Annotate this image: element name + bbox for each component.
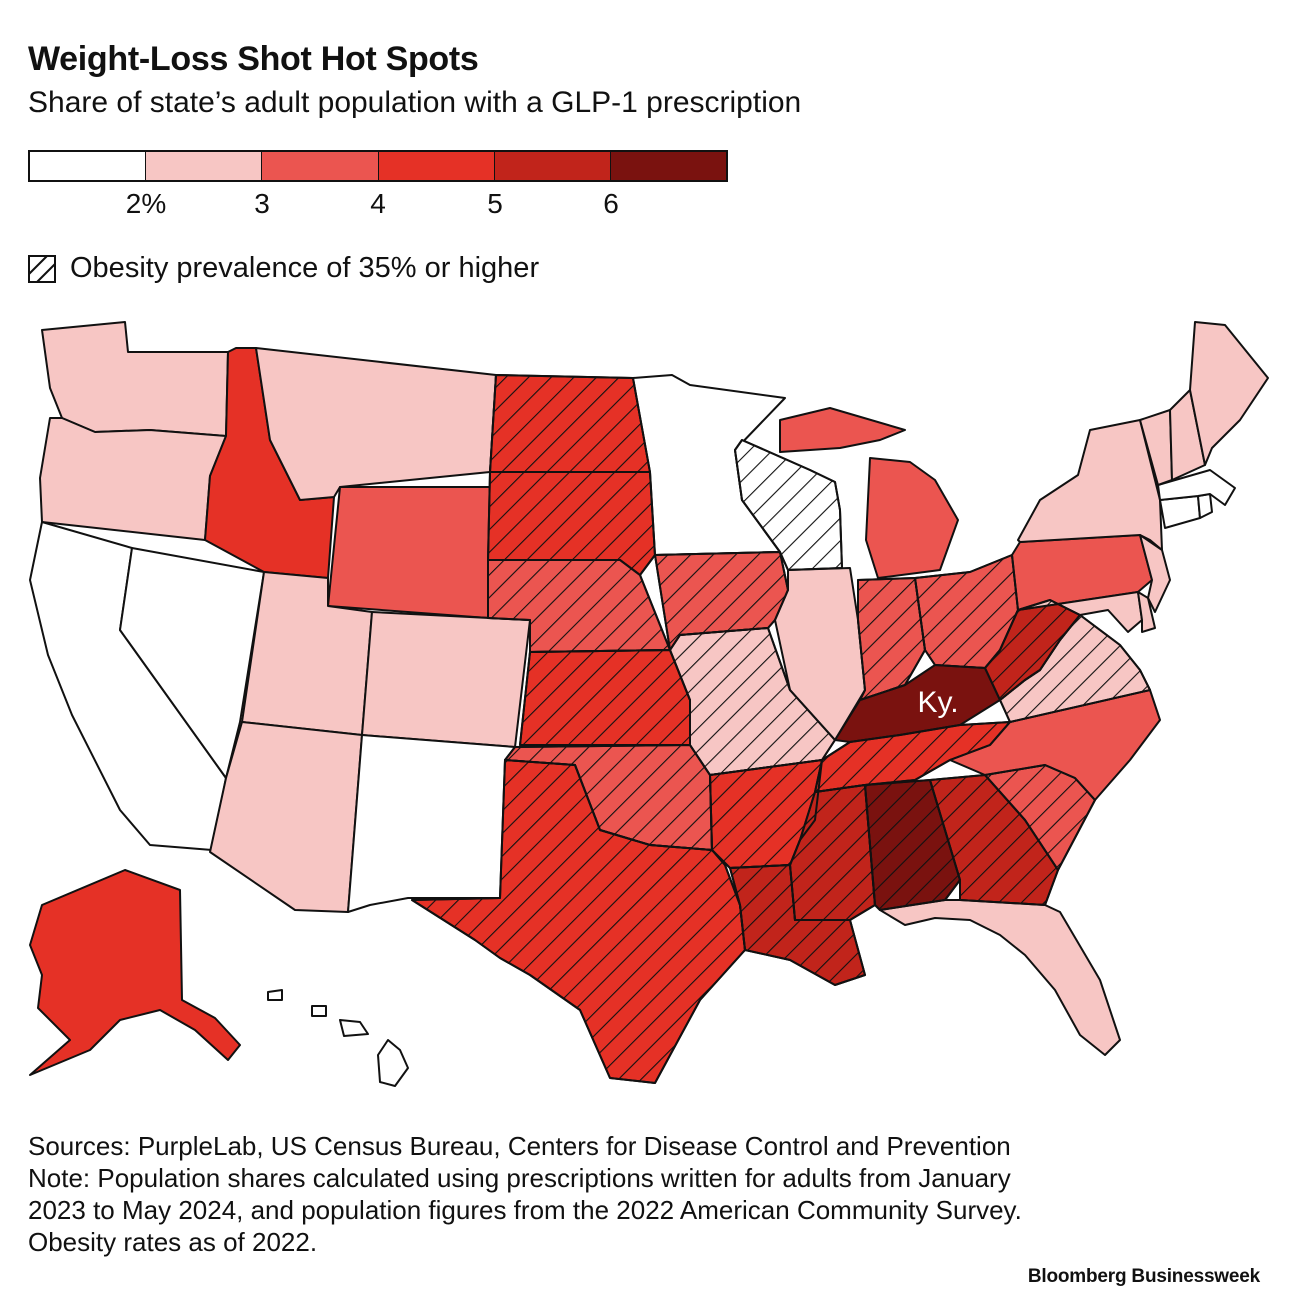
- kentucky-label: Ky.: [917, 686, 958, 719]
- state-oregon: [39, 417, 227, 541]
- hatch-legend: Obesity prevalence of 35% or higher: [28, 252, 539, 285]
- sources-text: Sources: PurpleLab, US Census Bureau, Ce…: [28, 1131, 1011, 1161]
- legend-tick-4: 4: [370, 188, 386, 219]
- footer-notes: Sources: PurpleLab, US Census Bureau, Ce…: [28, 1130, 1028, 1258]
- hatch-swatch-icon: [28, 254, 56, 283]
- state-new-york: [1017, 419, 1163, 551]
- state-connecticut: [1159, 495, 1201, 529]
- legend-tick-2pct: 2%: [125, 188, 167, 219]
- state-delaware: [1137, 591, 1156, 633]
- state-hatch-mississippi: [789, 784, 876, 921]
- state-hatch-texas: [411, 759, 746, 1084]
- state-hawaii: [267, 989, 409, 1087]
- state-hatch-south-carolina: [984, 764, 1096, 871]
- state-rhode-island: [1197, 493, 1213, 519]
- state-florida: [879, 899, 1121, 1056]
- legend-tick-5: 5: [487, 188, 503, 219]
- chart-subtitle: Share of state’s adult population with a…: [28, 86, 802, 119]
- legend-swatch-5: [610, 152, 727, 180]
- legend-tick-6: 6: [603, 188, 619, 219]
- note-text: Note: Population shares calculated using…: [28, 1163, 1022, 1257]
- state-maine: [1189, 321, 1269, 466]
- legend-swatch-4: [494, 152, 611, 180]
- legend-swatch-3: [378, 152, 495, 180]
- state-hatch-wisconsin: [734, 439, 843, 571]
- state-alaska: [29, 869, 241, 1076]
- state-new-mexico: [347, 734, 516, 913]
- state-washington: [41, 321, 229, 437]
- legend-swatch-2: [262, 152, 379, 180]
- state-colorado: [361, 611, 531, 748]
- state-hatch-west-virginia: [984, 599, 1081, 701]
- state-massachusetts: [1157, 469, 1236, 506]
- legend-swatch-0: [30, 152, 147, 180]
- hatch-legend-label: Obesity prevalence of 35% or higher: [70, 252, 540, 284]
- state-hatch-missouri: [669, 627, 836, 776]
- color-legend-bar: [28, 150, 728, 182]
- state-michigan: [779, 407, 959, 579]
- chart-title: Weight-Loss Shot Hot Spots: [28, 40, 479, 78]
- legend-tick-3: 3: [254, 188, 270, 219]
- state-wyoming: [327, 486, 491, 619]
- brand-logo: Bloomberg Businessweek: [1027, 1266, 1260, 1287]
- us-state-map: Ky.: [29, 321, 1269, 1087]
- legend-swatch-1: [146, 152, 263, 180]
- state-montana: [255, 347, 497, 501]
- state-hatch-kansas: [519, 649, 691, 746]
- state-hatch-north-dakota: [489, 374, 651, 473]
- state-new-jersey: [1139, 534, 1171, 613]
